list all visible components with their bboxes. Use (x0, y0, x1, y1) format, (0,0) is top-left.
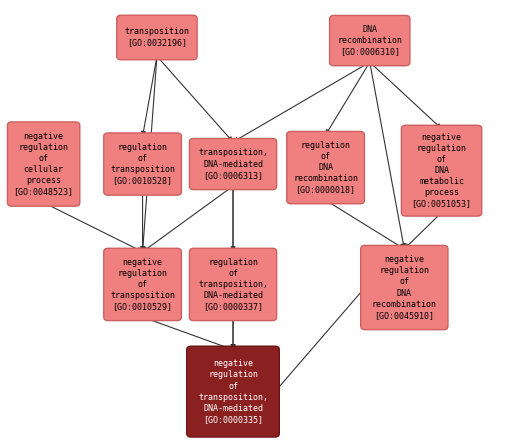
FancyBboxPatch shape (329, 15, 410, 66)
FancyBboxPatch shape (189, 138, 277, 190)
FancyBboxPatch shape (7, 122, 80, 206)
FancyBboxPatch shape (361, 245, 448, 330)
Text: negative
regulation
of
transposition
[GO:0010529]: negative regulation of transposition [GO… (110, 258, 175, 311)
FancyBboxPatch shape (287, 131, 364, 204)
Text: transposition
[GO:0032196]: transposition [GO:0032196] (124, 27, 189, 48)
Text: regulation
of
transposition
[GO:0010528]: regulation of transposition [GO:0010528] (110, 143, 175, 185)
Text: negative
regulation
of
transposition,
DNA-mediated
[GO:0000335]: negative regulation of transposition, DN… (198, 359, 268, 424)
Text: DNA
recombination
[GO:0006310]: DNA recombination [GO:0006310] (337, 25, 402, 56)
Text: regulation
of
transposition,
DNA-mediated
[GO:0000337]: regulation of transposition, DNA-mediate… (198, 258, 268, 311)
Text: negative
regulation
of
DNA
metabolic
process
[GO:0051053]: negative regulation of DNA metabolic pro… (412, 133, 471, 209)
FancyBboxPatch shape (401, 125, 482, 216)
Text: negative
regulation
of
DNA
recombination
[GO:0045910]: negative regulation of DNA recombination… (372, 255, 437, 320)
FancyBboxPatch shape (104, 133, 181, 195)
Text: negative
regulation
of
cellular
process
[GO:0048523]: negative regulation of cellular process … (14, 132, 73, 196)
FancyBboxPatch shape (117, 15, 197, 60)
FancyBboxPatch shape (104, 248, 181, 321)
Text: regulation
of
DNA
recombination
[GO:0000018]: regulation of DNA recombination [GO:0000… (293, 141, 358, 194)
Text: transposition,
DNA-mediated
[GO:0006313]: transposition, DNA-mediated [GO:0006313] (198, 149, 268, 179)
FancyBboxPatch shape (189, 248, 277, 321)
FancyBboxPatch shape (187, 346, 279, 437)
